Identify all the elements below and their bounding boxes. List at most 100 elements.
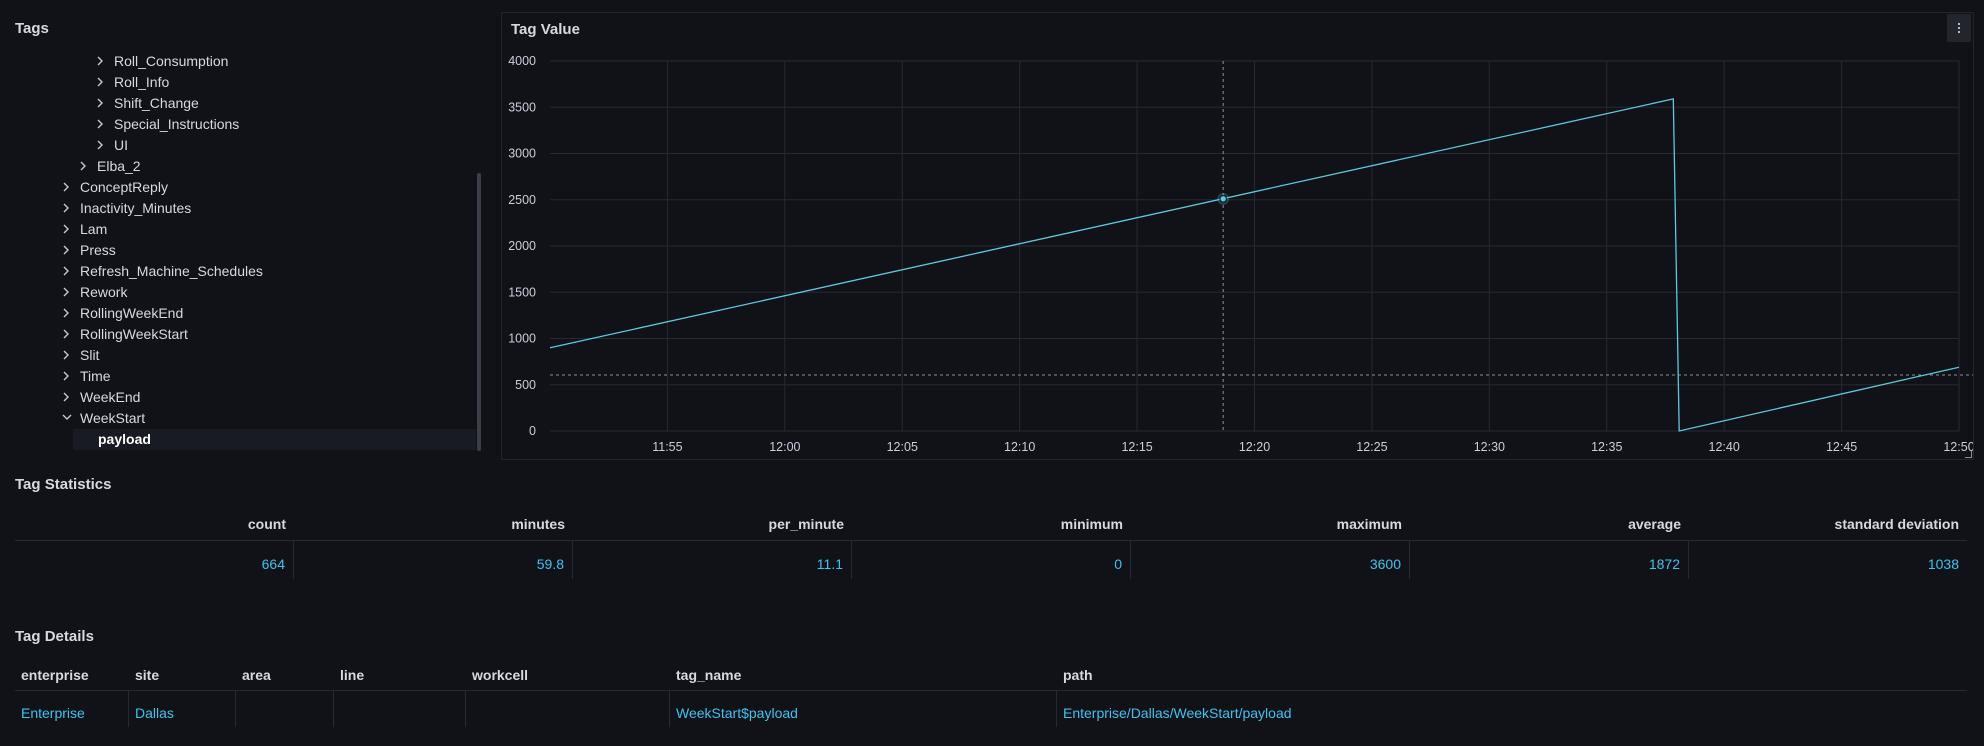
x-tick-label: 12:05 — [887, 440, 918, 454]
y-tick-label: 3500 — [508, 100, 536, 114]
details-header-site[interactable]: site — [135, 667, 160, 683]
tree-item-label: Refresh_Machine_Schedules — [80, 263, 263, 279]
stats-value-average: 1872 — [1410, 541, 1689, 579]
details-value-path[interactable]: Enterprise/Dallas/WeekStart/payload — [1063, 705, 1292, 721]
tag-value-chart[interactable]: 0 500 1000 1500 2000 2500 3000 3500 4000 11:55 12:… — [502, 13, 1973, 459]
chevron-right-icon[interactable] — [96, 93, 108, 114]
stats-header-maximum[interactable]: maximum — [1336, 516, 1402, 532]
chevron-right-icon[interactable] — [62, 366, 74, 387]
details-header-workcell[interactable]: workcell — [472, 667, 529, 683]
x-tick-label: 12:15 — [1121, 440, 1152, 454]
y-tick-label: 1000 — [508, 332, 536, 346]
tree-item-label: Rework — [80, 284, 128, 300]
chevron-right-icon[interactable] — [62, 198, 74, 219]
details-value-site[interactable]: Dallas — [129, 691, 236, 727]
details-value-enterprise[interactable]: Enterprise — [15, 691, 129, 727]
tree-item-label: Slit — [80, 347, 100, 363]
stats-value-standard-deviation: 1038 — [1927, 556, 1959, 572]
tree-item[interactable]: WeekEnd — [0, 387, 476, 408]
tree-item[interactable]: RollingWeekEnd — [0, 303, 476, 324]
chevron-right-icon[interactable] — [62, 282, 74, 303]
chevron-right-icon[interactable] — [62, 240, 74, 261]
tree-item-label: Special_Instructions — [114, 116, 240, 132]
chevron-right-icon[interactable] — [62, 324, 74, 345]
table-row: Enterprise Dallas WeekStart$payload Ente… — [15, 691, 1967, 727]
stats-header-per-minute[interactable]: per_minute — [768, 516, 844, 532]
panel-resize-handle[interactable] — [1965, 451, 1972, 458]
tree-item[interactable]: Refresh_Machine_Schedules — [0, 261, 476, 282]
tree-scrollbar[interactable] — [477, 173, 481, 451]
chevron-right-icon[interactable] — [62, 303, 74, 324]
tree-item-label: UI — [114, 137, 128, 153]
x-tick-label: 11:55 — [652, 440, 682, 454]
stats-panel-title: Tag Statistics — [15, 476, 112, 493]
chevron-right-icon[interactable] — [96, 135, 108, 156]
x-tick-label: 12:00 — [769, 440, 800, 454]
tree-item[interactable]: Elba_2 — [0, 156, 476, 177]
tree-item[interactable]: payload — [73, 429, 476, 450]
chevron-right-icon[interactable] — [96, 51, 108, 72]
tree-item-label: WeekStart — [80, 410, 146, 426]
tree-item[interactable]: Roll_Info — [0, 72, 476, 93]
stats-header-standard-deviation[interactable]: standard deviation — [1834, 516, 1959, 532]
chevron-down-icon[interactable] — [62, 408, 74, 429]
tree-item[interactable]: Roll_Consumption — [0, 51, 476, 72]
tree-item-label: ConceptReply — [80, 179, 168, 195]
stats-value-minimum: 0 — [852, 541, 1131, 579]
details-header-tag-name[interactable]: tag_name — [676, 667, 742, 683]
x-tick-label: 12:50 — [1943, 440, 1973, 454]
tree-item[interactable]: ConceptReply — [0, 177, 476, 198]
stats-value-maximum: 3600 — [1131, 541, 1410, 579]
series-line — [549, 98, 1960, 432]
details-panel-title: Tag Details — [15, 628, 94, 645]
tree-item[interactable]: Special_Instructions — [0, 114, 476, 135]
chevron-right-icon[interactable] — [96, 72, 108, 93]
tree-item-label: Press — [80, 242, 116, 258]
table-row: 664 59.8 11.1 0 3600 1872 1038 — [15, 541, 1967, 579]
chart-panel-title: Tag Value — [511, 21, 580, 38]
chevron-right-icon[interactable] — [62, 219, 74, 240]
details-value-tag-name[interactable]: WeekStart$payload — [670, 691, 1057, 727]
y-tick-label: 500 — [515, 378, 536, 392]
tree-item-label: Lam — [80, 221, 108, 237]
x-tick-label: 12:45 — [1826, 440, 1857, 454]
tree-item[interactable]: Shift_Change — [0, 93, 476, 114]
details-header-area[interactable]: area — [242, 667, 271, 683]
stats-value-minutes: 59.8 — [294, 541, 573, 579]
tree-item[interactable]: UI — [0, 135, 476, 156]
chevron-right-icon[interactable] — [62, 345, 74, 366]
chevron-right-icon[interactable] — [96, 114, 108, 135]
tree-item-label: Shift_Change — [114, 95, 199, 111]
details-header-path[interactable]: path — [1063, 667, 1093, 683]
x-tick-label: 12:30 — [1474, 440, 1505, 454]
stats-header-minimum[interactable]: minimum — [1060, 516, 1123, 532]
x-tick-label: 12:40 — [1709, 440, 1740, 454]
tree-item[interactable]: Time — [0, 366, 476, 387]
chevron-right-icon[interactable] — [62, 177, 74, 198]
tree-item[interactable]: Inactivity_Minutes — [0, 198, 476, 219]
details-header-line[interactable]: line — [340, 667, 365, 683]
tree-item-label: Elba_2 — [97, 158, 141, 174]
stats-header-minutes[interactable]: minutes — [511, 516, 565, 532]
x-tick-label: 12:10 — [1004, 440, 1035, 454]
y-tick-label: 1500 — [508, 285, 536, 299]
chevron-right-icon[interactable] — [62, 387, 74, 408]
x-tick-label: 12:25 — [1356, 440, 1387, 454]
tree-item[interactable]: Lam — [0, 219, 476, 240]
chevron-right-icon[interactable] — [62, 261, 74, 282]
tree-item-label: RollingWeekStart — [80, 326, 188, 342]
tree-item[interactable]: Rework — [0, 282, 476, 303]
tree-item[interactable]: Slit — [0, 345, 476, 366]
tree-item[interactable]: Press — [0, 240, 476, 261]
details-value-workcell — [466, 691, 670, 727]
y-tick-label: 3000 — [508, 147, 536, 161]
chevron-right-icon[interactable] — [79, 156, 91, 177]
stats-header-count[interactable]: count — [247, 516, 286, 532]
tag-value-panel: 0 500 1000 1500 2000 2500 3000 3500 4000 11:55 12:… — [501, 12, 1974, 460]
tree-item[interactable]: WeekStart — [0, 408, 476, 429]
kebab-menu-icon[interactable] — [1947, 14, 1971, 42]
tree-item-label: payload — [98, 431, 151, 447]
tree-item[interactable]: RollingWeekStart — [0, 324, 476, 345]
stats-header-average[interactable]: average — [1628, 516, 1681, 532]
details-header-enterprise[interactable]: enterprise — [21, 667, 89, 683]
